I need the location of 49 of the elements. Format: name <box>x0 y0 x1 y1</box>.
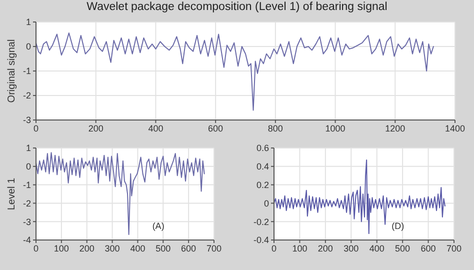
y-tick-label: -0.2 <box>253 216 269 227</box>
annotation: (D) <box>392 220 404 231</box>
y-tick-label: 0.4 <box>256 162 269 172</box>
x-tick-label: 200 <box>88 123 104 134</box>
x-tick-label: 500 <box>395 243 410 254</box>
x-tick-label: 600 <box>208 123 224 134</box>
x-tick-label: 500 <box>156 243 171 254</box>
x-tick-label: 1000 <box>325 123 346 134</box>
x-tick-label: 100 <box>54 243 69 254</box>
line-series <box>36 32 434 111</box>
line-series <box>274 159 446 234</box>
y-tick-label: 1 <box>26 17 31 28</box>
x-tick-label: 200 <box>318 243 333 254</box>
x-tick-label: 0 <box>271 243 277 254</box>
y-tick-label: -2 <box>22 90 31 101</box>
x-tick-label: 400 <box>369 243 384 254</box>
y-tick-label: -3 <box>22 216 31 227</box>
annotation: (A) <box>152 220 164 231</box>
y-tick-label: 0 <box>26 162 31 172</box>
x-tick-label: 800 <box>268 123 283 134</box>
x-tick-label: 1400 <box>444 123 466 134</box>
y-tick-label: -3 <box>22 115 31 126</box>
x-tick-label: 700 <box>206 243 222 254</box>
y-tick-label: 1 <box>26 143 31 154</box>
x-tick-label: 100 <box>292 243 308 254</box>
y-tick-label: -2 <box>22 198 31 208</box>
y-tick-label: -4 <box>22 235 31 246</box>
y-tick-label: 0.2 <box>256 180 269 190</box>
x-tick-label: 400 <box>130 243 146 254</box>
y-tick-label: -0.4 <box>253 235 269 246</box>
chart-title: Wavelet package decomposition (Level 1) of bearing signal <box>86 1 388 13</box>
y-tick-label: -1 <box>22 180 31 190</box>
y-tick-label: 0 <box>26 42 31 52</box>
y-axis-title: Level 1 <box>6 177 18 210</box>
y-axis-title: Original signal <box>6 39 18 103</box>
y-tick-label: 0 <box>264 198 269 208</box>
line-series <box>36 152 205 235</box>
x-tick-label: 300 <box>104 243 120 254</box>
y-tick-label: 0.6 <box>256 143 269 154</box>
x-tick-label: 0 <box>33 123 39 134</box>
x-tick-label: 400 <box>148 123 164 134</box>
x-tick-label: 600 <box>181 243 196 254</box>
x-tick-label: 1200 <box>385 123 406 134</box>
x-tick-label: 0 <box>33 243 39 254</box>
x-tick-label: 200 <box>79 243 94 254</box>
x-tick-label: 300 <box>344 243 359 254</box>
x-tick-label: 600 <box>420 243 436 254</box>
x-tick-label: 700 <box>446 243 462 254</box>
y-tick-label: -1 <box>22 66 31 76</box>
